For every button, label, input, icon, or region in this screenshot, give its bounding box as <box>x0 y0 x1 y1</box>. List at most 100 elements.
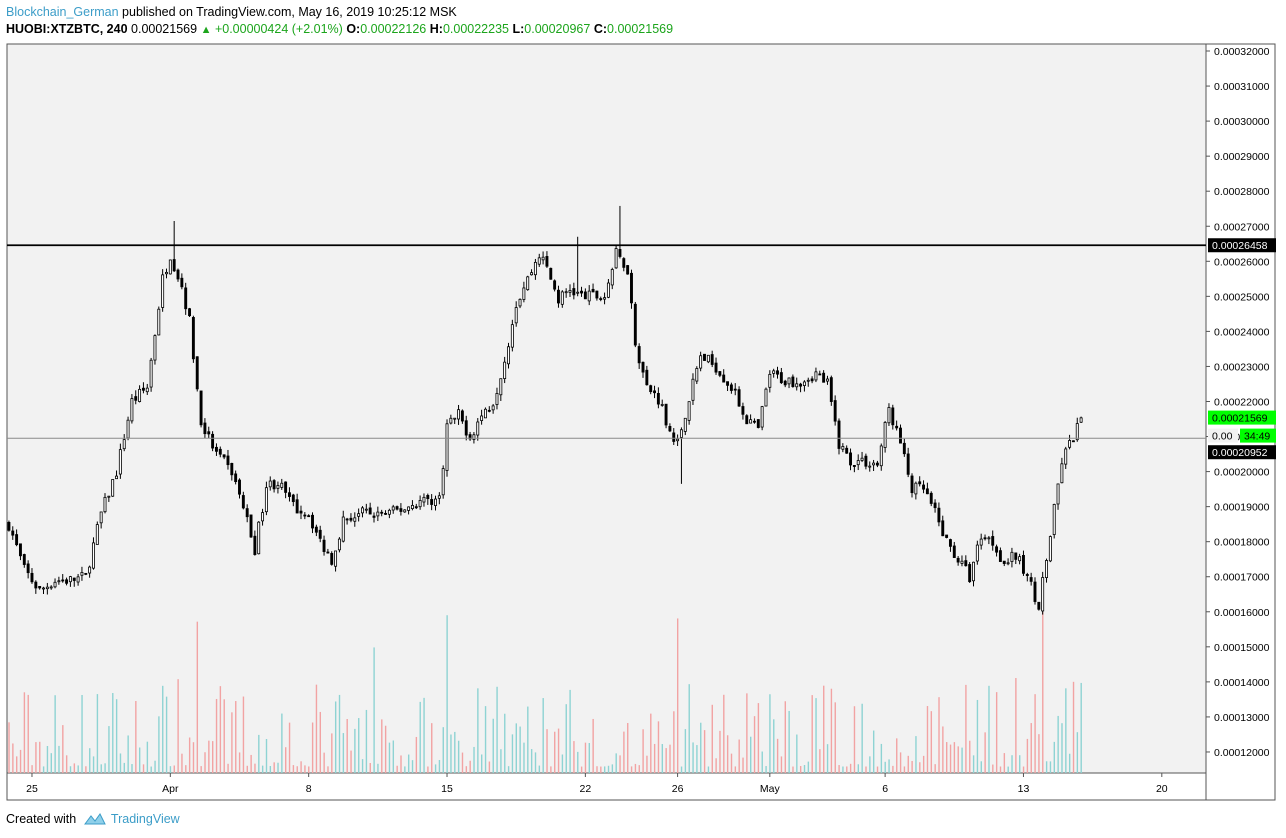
candle-up <box>883 422 887 448</box>
candle-down <box>956 557 960 563</box>
candle-down <box>849 452 852 466</box>
volume-bar <box>711 704 713 773</box>
candle-up <box>695 368 699 382</box>
volume-bar <box>331 733 333 773</box>
y-tick-label: 0.00027000 <box>1214 221 1270 233</box>
volume-bar <box>849 763 852 773</box>
volume-bar <box>757 703 760 773</box>
candle-up <box>107 495 111 498</box>
volume-bar <box>188 737 191 773</box>
last-price: 0.00021569 <box>131 22 198 36</box>
tradingview-link[interactable]: TradingView <box>110 812 180 826</box>
volume-bar <box>992 764 994 773</box>
candle-up <box>157 308 161 336</box>
volume-bar <box>177 679 179 773</box>
volume-bar <box>1026 738 1029 773</box>
candle-down <box>345 518 349 521</box>
volume-bar <box>300 761 302 773</box>
volume-bar <box>138 747 141 773</box>
candle-down <box>218 448 222 455</box>
candle-up <box>111 479 115 497</box>
ray-price-tag: 0.00020952 <box>1212 447 1268 459</box>
y-tick-label: 0.00016000 <box>1214 607 1270 619</box>
volume-bar <box>123 762 126 773</box>
author-link[interactable]: Blockchain_German <box>6 5 119 19</box>
candle-down <box>26 563 30 574</box>
volume-bar <box>54 695 56 773</box>
volume-bar <box>500 749 502 773</box>
candle-down <box>545 256 549 267</box>
volume-bar <box>703 730 706 773</box>
candle-down <box>910 475 914 494</box>
candle-up <box>749 419 753 424</box>
candle-down <box>15 534 19 546</box>
candle-down <box>172 259 176 272</box>
volume-bar <box>73 763 76 773</box>
volume-bar <box>1030 723 1032 773</box>
candle-up <box>606 282 610 298</box>
volume-bar <box>196 621 199 773</box>
candle-down <box>852 465 856 467</box>
y-tick-label: 0.00024000 <box>1214 326 1270 338</box>
candle-up <box>514 307 518 324</box>
volume-bar <box>600 766 602 773</box>
candle-up <box>768 373 772 388</box>
candle-up <box>449 417 453 424</box>
candle-down <box>937 507 941 523</box>
candle-up <box>115 475 118 480</box>
y-tick-label: 0.00013000 <box>1214 712 1270 724</box>
volume-bar <box>507 766 510 773</box>
volume-bar <box>77 765 79 773</box>
volume-bar <box>603 766 606 773</box>
candle-down <box>134 396 138 401</box>
candle-up <box>276 485 280 489</box>
volume-bar <box>972 755 975 773</box>
volume-bar <box>354 728 356 773</box>
y-tick-label: 0.00014000 <box>1214 677 1270 689</box>
volume-bar <box>396 765 398 773</box>
volume-bar <box>242 696 245 773</box>
candle-down <box>253 535 257 555</box>
candle-down <box>729 384 733 391</box>
volume-bar <box>580 766 583 773</box>
close-label: C: <box>593 22 608 36</box>
volume-bar <box>965 684 967 773</box>
volume-bar <box>880 743 883 773</box>
candle-up <box>99 511 103 524</box>
candle-up <box>699 355 703 369</box>
candle-up <box>437 495 441 499</box>
volume-bar <box>853 706 856 773</box>
volume-bar <box>115 699 118 773</box>
symbol-label[interactable]: HUOBI:XTZBTC, 240 <box>6 22 128 36</box>
candle-down <box>199 390 203 426</box>
candle-down <box>487 409 491 412</box>
candle-down <box>399 508 403 512</box>
volume-bar <box>830 688 833 773</box>
countdown-tag: 34:49 <box>1244 431 1270 443</box>
candle-down <box>460 410 464 422</box>
current-price-tag-bg <box>1208 410 1276 425</box>
candle-down <box>668 426 672 432</box>
volume-bar <box>292 765 295 773</box>
candle-up <box>153 335 157 361</box>
volume-bar <box>215 698 218 773</box>
y-tick-label: 0.00023000 <box>1214 361 1270 373</box>
candle-up <box>472 434 476 440</box>
volume-bar <box>738 739 740 773</box>
candle-up <box>541 256 545 261</box>
plot-area <box>7 44 1206 773</box>
candle-down <box>752 420 756 423</box>
volume-bar <box>611 764 614 773</box>
candle-down <box>284 481 288 493</box>
candle-up <box>68 576 72 583</box>
volume-bar <box>415 736 418 773</box>
candle-up <box>683 417 687 432</box>
candle-down <box>895 425 899 429</box>
candle-up <box>1041 577 1045 612</box>
y-tick-label: 0.00012000 <box>1214 747 1270 759</box>
candle-down <box>211 433 215 449</box>
volume-bar <box>285 747 287 773</box>
candle-down <box>214 446 218 452</box>
candle-down <box>791 376 795 387</box>
